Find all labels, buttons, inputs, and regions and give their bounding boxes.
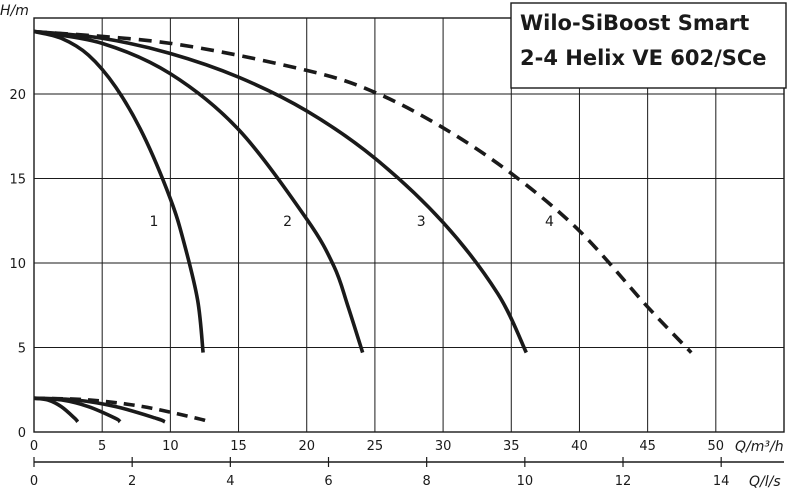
x-m3h-tick-label: 20 <box>298 439 315 454</box>
y-axis-ticks: 0 5 10 15 20 <box>9 88 26 441</box>
low-head-curve <box>33 396 210 424</box>
title-box: Wilo-SiBoost Smart 2-4 Helix VE 602/SCe <box>510 2 787 89</box>
pump-curve-2 <box>33 29 365 354</box>
curve-labels: 1 2 3 4 <box>150 214 554 230</box>
chart-title-line-1: Wilo-SiBoost Smart <box>520 11 749 35</box>
y-tick-label: 10 <box>9 257 26 272</box>
x-m3h-tick-label: 50 <box>708 439 725 454</box>
y-tick-label: 0 <box>18 426 26 441</box>
x-ls-tick-label: 10 <box>517 474 534 489</box>
curve-label: 1 <box>150 214 159 230</box>
curves <box>33 29 693 354</box>
curve-label: 4 <box>545 214 554 230</box>
x-axis-m3h-unit: /m³/h <box>744 439 784 455</box>
x-ls-tick-label: 6 <box>324 474 332 489</box>
y-tick-label: 20 <box>9 88 26 103</box>
pump-curve-3 <box>33 29 528 354</box>
x-ls-tick-label: 12 <box>615 474 632 489</box>
x-m3h-tick-label: 30 <box>435 439 452 454</box>
y-axis-symbol: H <box>0 3 11 19</box>
x-ls-tick-label: 2 <box>128 474 136 489</box>
x-ls-tick-label: 8 <box>423 474 431 489</box>
x-m3h-tick-label: 10 <box>162 439 179 454</box>
title-box-frame <box>510 2 787 89</box>
pump-curve-1 <box>33 29 205 353</box>
x-m3h-tick-label: 45 <box>639 439 656 454</box>
x-axis-m3h-ticks: 0 5 10 15 20 25 30 35 40 45 50 <box>30 439 724 454</box>
x-ls-tick-label: 14 <box>713 474 730 489</box>
y-axis-unit: /m <box>9 3 29 19</box>
x-m3h-tick-label: 35 <box>503 439 520 454</box>
x-ls-tick-label: 4 <box>226 474 234 489</box>
x-m3h-tick-label: 0 <box>30 439 38 454</box>
x-axis-ls-ticks: 0 2 4 6 8 10 12 14 <box>30 457 730 489</box>
x-axis-ls-symbol: Q <box>749 474 760 490</box>
low-curves <box>33 396 210 424</box>
plot-frame <box>33 17 785 433</box>
x-m3h-tick-label: 25 <box>367 439 384 454</box>
x-axis-ls-title: Q/l/s <box>749 474 781 490</box>
curve-label: 3 <box>417 214 426 230</box>
y-tick-label: 15 <box>9 173 26 188</box>
x-m3h-tick-label: 15 <box>230 439 247 454</box>
x-ls-tick-label: 0 <box>30 474 38 489</box>
chart-title-line-2: 2-4 Helix VE 602/SCe <box>520 46 767 70</box>
pump-curve-4 <box>33 29 693 354</box>
x-axis-m3h-symbol: Q <box>735 439 746 455</box>
x-m3h-tick-label: 40 <box>571 439 588 454</box>
y-tick-label: 5 <box>18 342 26 357</box>
x-m3h-tick-label: 5 <box>98 439 106 454</box>
x-axis-m3h-title: Q/m³/h <box>735 439 784 455</box>
curve-label: 2 <box>283 214 292 230</box>
x-axis-ls-unit: /l/s <box>758 474 781 490</box>
y-axis-title: H/m <box>0 3 29 19</box>
